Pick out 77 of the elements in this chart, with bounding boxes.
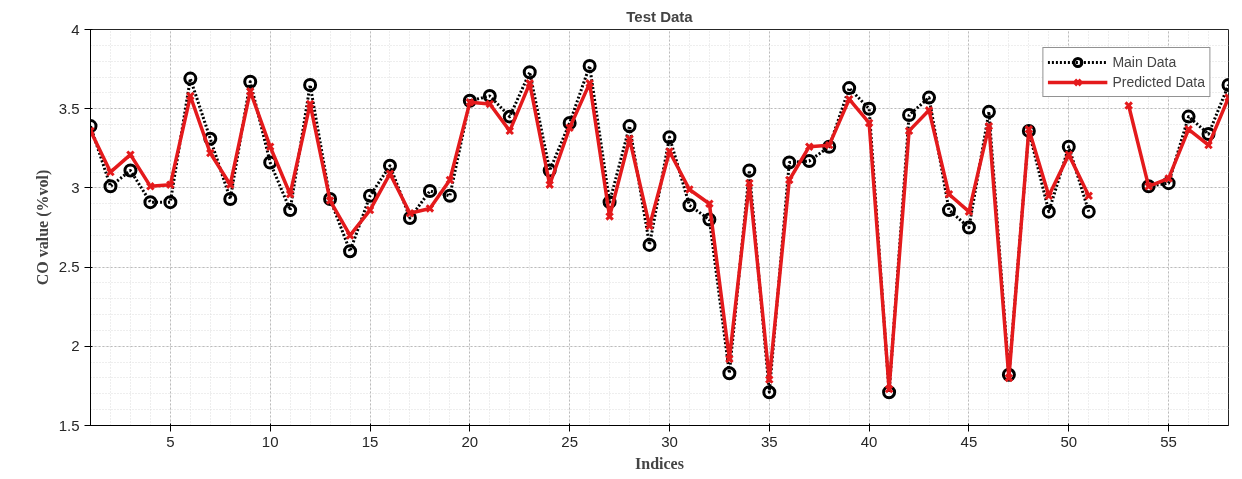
- y-tick-label: 4: [71, 20, 80, 38]
- point: [762, 385, 777, 400]
- x-tick-label: 35: [760, 432, 778, 450]
- point: [1203, 140, 1214, 150]
- point: [243, 74, 258, 89]
- point: [642, 237, 657, 252]
- point: [922, 90, 937, 105]
- y-tick-label: 3.5: [58, 99, 80, 117]
- point: [103, 179, 118, 194]
- x-tick-label: 50: [1060, 432, 1078, 450]
- point: [564, 123, 575, 133]
- point: [425, 203, 435, 214]
- legend-label: Main Data: [1112, 54, 1177, 70]
- point: [522, 65, 537, 80]
- point: [604, 211, 615, 222]
- point: [265, 142, 275, 152]
- point: [442, 188, 457, 203]
- x-tick-label: 5: [166, 432, 175, 450]
- point: [1044, 191, 1054, 201]
- point: [343, 244, 358, 259]
- x-tick-label: 40: [860, 432, 878, 450]
- point: [682, 198, 697, 213]
- point: [684, 184, 695, 195]
- point: [445, 175, 455, 185]
- point: [223, 192, 238, 206]
- point: [145, 181, 156, 191]
- y-tick-label: 2.5: [58, 258, 80, 276]
- point: [365, 205, 375, 215]
- x-tick-label: 55: [1160, 432, 1177, 450]
- point: [902, 108, 917, 123]
- point: [163, 195, 178, 210]
- legend-label: Predicted Data: [1112, 74, 1205, 90]
- point: [303, 77, 318, 92]
- point: [125, 149, 136, 160]
- point: [465, 97, 475, 108]
- point: [862, 101, 877, 116]
- point: [143, 195, 158, 210]
- point: [123, 163, 138, 178]
- x-tick-label: 30: [661, 432, 678, 450]
- y-tick-label: 2: [71, 337, 80, 355]
- point: [584, 78, 595, 89]
- x-axis-title: Indices: [635, 454, 684, 472]
- point: [664, 146, 675, 157]
- chart-title: Test Data: [626, 7, 694, 25]
- x-tick-label: 10: [261, 432, 279, 450]
- point: [1084, 191, 1094, 201]
- point: [842, 81, 857, 96]
- point: [1041, 204, 1056, 219]
- x-tick-label: 25: [561, 432, 578, 450]
- x-tick-label: 45: [960, 432, 978, 450]
- point: [622, 119, 637, 134]
- point: [582, 58, 597, 73]
- point: [305, 99, 315, 109]
- point: [981, 104, 996, 119]
- point: [961, 220, 976, 235]
- point: [485, 99, 495, 109]
- point: [1181, 109, 1196, 124]
- x-tick-label: 20: [461, 432, 479, 450]
- point: [722, 366, 737, 381]
- point: [183, 71, 198, 86]
- point: [941, 203, 956, 218]
- point: [1183, 124, 1194, 134]
- point: [742, 163, 757, 178]
- y-axis-title: CO value (%vol): [33, 169, 52, 286]
- point: [782, 155, 797, 170]
- point: [802, 153, 817, 168]
- point: [1081, 204, 1096, 219]
- point: [422, 184, 437, 199]
- y-tick-label: 1.5: [58, 416, 80, 434]
- point: [662, 130, 677, 145]
- point: [285, 189, 295, 199]
- point: [283, 203, 298, 218]
- y-tick-label: 3: [71, 178, 80, 196]
- point: [1163, 173, 1174, 184]
- point: [1123, 100, 1134, 111]
- point: [405, 208, 415, 218]
- x-tick-label: 15: [361, 432, 379, 450]
